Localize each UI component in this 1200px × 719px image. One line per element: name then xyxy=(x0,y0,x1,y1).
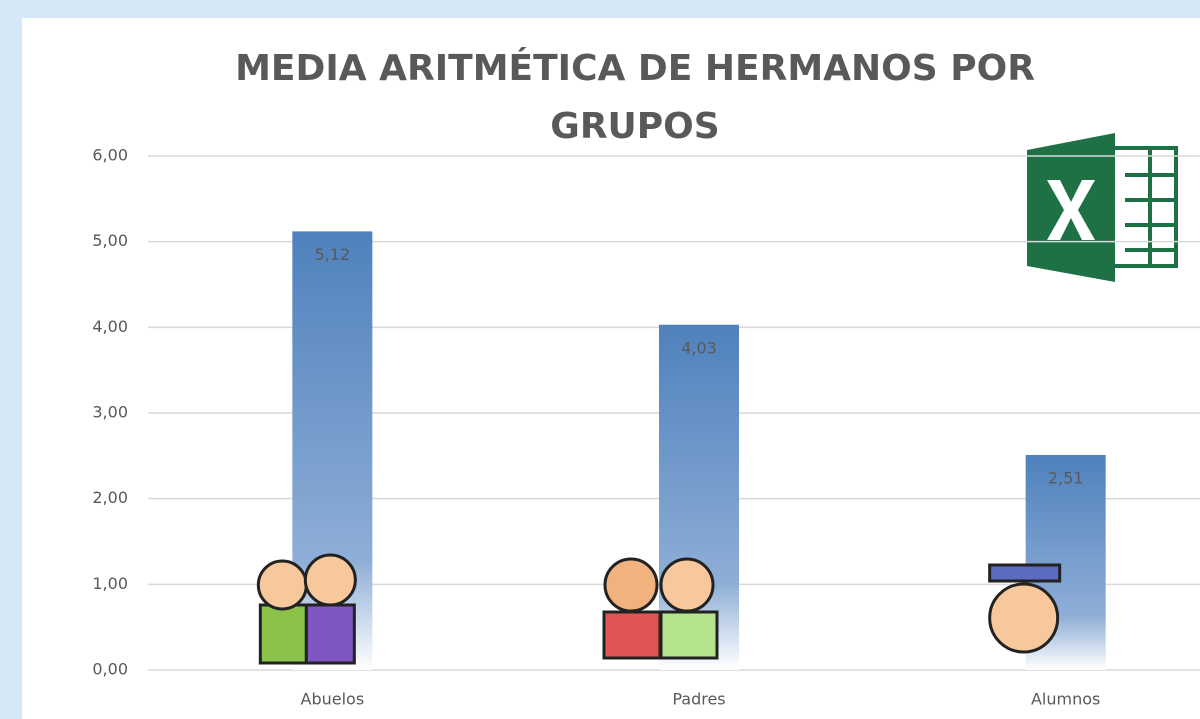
icon-part xyxy=(304,603,356,665)
y-tick-label: 1,00 xyxy=(92,574,128,593)
icon-part xyxy=(303,553,357,607)
icon-part xyxy=(988,582,1060,654)
data-label: 5,12 xyxy=(315,245,351,264)
x-tick-label: Alumnos xyxy=(1031,690,1100,709)
icon-part xyxy=(256,559,308,611)
icon-part xyxy=(602,610,662,660)
icon-part xyxy=(659,610,719,660)
x-tick-label: Abuelos xyxy=(301,690,365,709)
y-tick-label: 4,00 xyxy=(92,317,128,336)
icon-part xyxy=(258,603,308,665)
y-tick-label: 5,00 xyxy=(92,231,128,250)
icon-part xyxy=(659,557,715,613)
y-tick-label: 0,00 xyxy=(92,660,128,679)
icon-part xyxy=(988,563,1062,583)
icon-part xyxy=(603,557,659,613)
excel-icon xyxy=(1027,133,1178,282)
data-label: 4,03 xyxy=(681,338,717,357)
y-tick-label: 3,00 xyxy=(92,403,128,422)
chart-title: MEDIA ARITMÉTICA DE HERMANOS POR GRUPOS xyxy=(235,47,1035,147)
y-tick-label: 6,00 xyxy=(92,146,128,165)
x-tick-label: Padres xyxy=(672,690,725,709)
data-label: 2,51 xyxy=(1048,468,1084,487)
y-tick-label: 2,00 xyxy=(92,488,128,507)
